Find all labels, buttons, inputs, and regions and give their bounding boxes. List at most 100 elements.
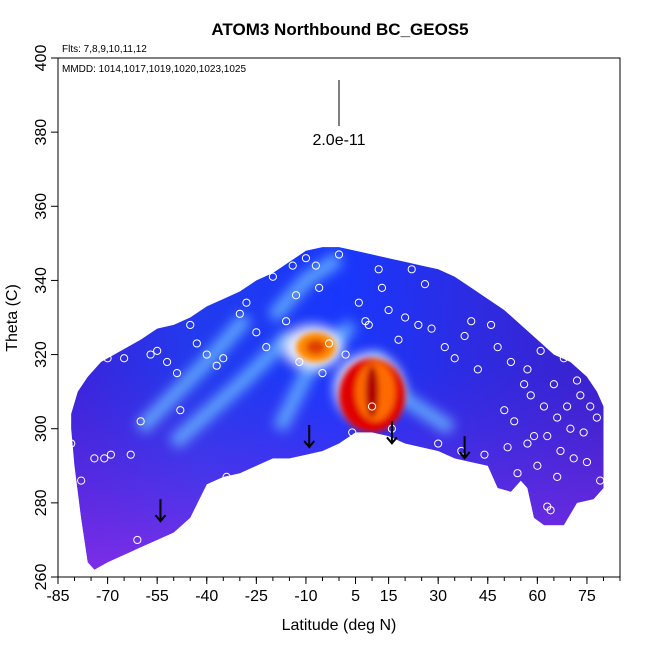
observation-point	[523, 365, 532, 374]
observation-point	[566, 424, 575, 433]
observation-point	[282, 317, 291, 326]
observation-point	[572, 376, 582, 385]
x-tick-label: 60	[528, 588, 546, 605]
observation-point	[520, 380, 529, 389]
observation-point	[500, 406, 509, 415]
x-tick-label: 30	[429, 588, 447, 605]
observation-point	[467, 317, 476, 326]
observation-point	[67, 383, 76, 393]
observation-point	[513, 469, 522, 478]
y-tick-label: 380	[33, 119, 50, 146]
observation-point	[543, 432, 552, 441]
y-tick-label: 300	[33, 415, 50, 442]
observation-point	[202, 350, 211, 359]
observation-point	[341, 350, 350, 359]
observation-point	[288, 261, 297, 270]
observation-point	[242, 298, 251, 307]
observation-point	[103, 354, 112, 363]
observation-point	[268, 272, 277, 281]
observation-point	[67, 439, 76, 448]
observation-points	[67, 250, 605, 545]
observation-point	[354, 298, 363, 307]
observation-point	[401, 313, 410, 322]
observation-point	[153, 346, 162, 355]
observation-point	[460, 331, 469, 341]
observation-point	[523, 439, 532, 448]
x-tick-label: 15	[380, 588, 398, 605]
x-axis-label: Latitude (deg N)	[282, 617, 397, 634]
x-tick-label: 45	[479, 588, 497, 605]
observation-point	[311, 261, 320, 270]
observation-point	[553, 413, 562, 422]
observation-point	[212, 361, 221, 370]
field-streak	[169, 331, 295, 449]
arrow-head	[154, 514, 167, 523]
observation-point	[516, 305, 525, 315]
arrows	[154, 421, 471, 523]
observation-point	[377, 283, 387, 292]
x-tick-label: 75	[578, 588, 596, 605]
observation-point	[120, 354, 129, 363]
observation-point	[553, 472, 562, 482]
x-axis: -85 -70 -55 -40 -25 -10 5 15 30 45 60 75	[46, 577, 621, 605]
observation-point	[536, 346, 545, 355]
observation-point	[394, 335, 403, 344]
observation-point	[539, 402, 549, 411]
observation-point	[295, 357, 304, 367]
chart-title: ATOM3 Northbound BC_GEOS5	[211, 20, 468, 39]
x-tick-label: -70	[96, 588, 119, 605]
observation-point	[301, 254, 311, 263]
arrow-head	[303, 440, 316, 449]
observation-point	[596, 476, 605, 485]
observation-point	[576, 391, 585, 400]
observation-point	[364, 320, 373, 330]
observation-point	[592, 413, 601, 422]
observation-point	[186, 320, 195, 330]
y-tick-label: 320	[33, 341, 50, 368]
observation-point	[559, 354, 568, 363]
observation-point	[192, 339, 201, 348]
observation-point	[133, 535, 142, 545]
flights-note: Flts: 7,8,9,10,11,12	[62, 44, 147, 55]
observation-point	[291, 291, 301, 300]
dates-note: MMDD: 1014,1017,1019,1020,1023,1025	[62, 64, 246, 75]
hotspot	[305, 339, 326, 355]
observation-point	[529, 432, 539, 441]
observation-point	[427, 324, 436, 333]
observation-point	[136, 417, 145, 426]
y-tick-label: 340	[33, 267, 50, 294]
observation-point	[434, 439, 443, 448]
field-streak	[267, 252, 343, 323]
x-tick-label: 5	[351, 588, 360, 605]
observation-point	[543, 502, 552, 511]
observation-point	[526, 391, 535, 400]
observation-point	[579, 428, 588, 437]
x-tick-label: -85	[46, 588, 69, 605]
observation-point	[176, 406, 185, 415]
x-tick-label: -55	[146, 588, 169, 605]
observation-point	[510, 417, 519, 426]
observation-point	[334, 250, 344, 259]
observation-point	[549, 380, 558, 389]
y-tick-label: 400	[33, 45, 50, 72]
y-tick-label: 360	[33, 193, 50, 220]
x-tick-label: -10	[294, 588, 317, 605]
observation-point	[348, 428, 357, 437]
arrow-head	[386, 436, 398, 445]
observation-point	[506, 357, 516, 367]
field-hotspots	[296, 332, 406, 433]
observation-point	[252, 328, 261, 337]
observation-point	[480, 450, 489, 459]
observation-point	[414, 320, 423, 330]
observation-point	[172, 369, 182, 378]
observation-point	[222, 472, 231, 482]
observation-point	[324, 339, 334, 348]
observation-point	[146, 350, 155, 359]
observation-point	[374, 265, 383, 274]
observation-point	[563, 402, 572, 411]
scale-bar-label: 2.0e-11	[312, 132, 365, 149]
observation-point	[315, 283, 324, 292]
observation-point	[493, 343, 502, 352]
observation-point	[589, 361, 598, 370]
observation-point	[586, 402, 595, 411]
